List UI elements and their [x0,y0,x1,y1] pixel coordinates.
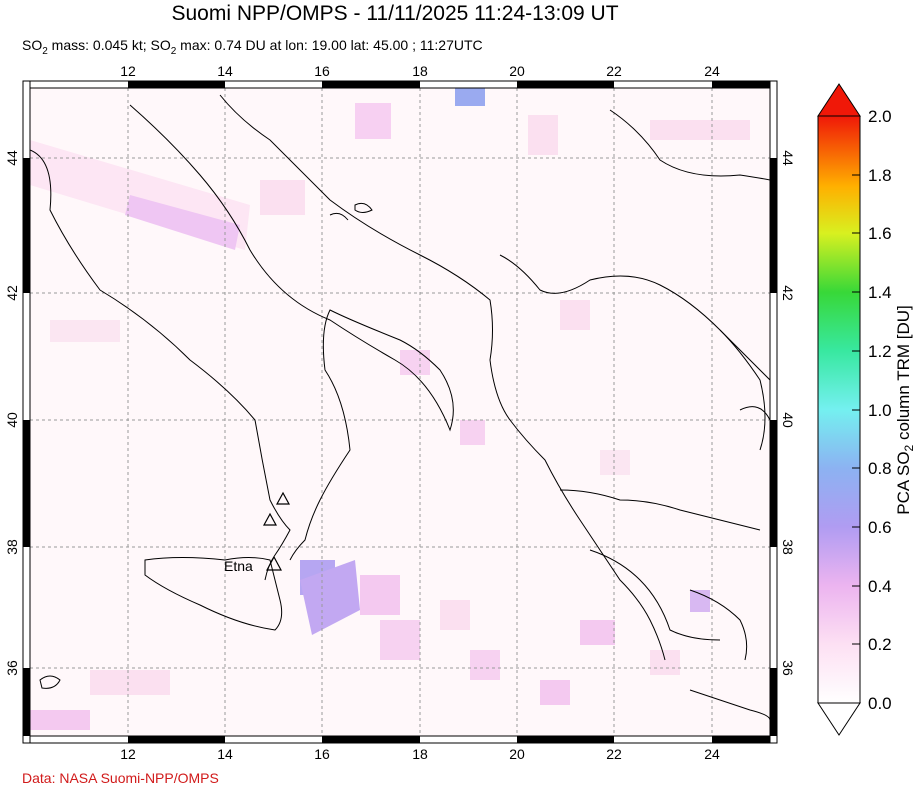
lon-tick: 14 [217,746,233,762]
lon-tick: 14 [217,63,233,79]
map-title: Suomi NPP/OMPS - 11/11/2025 11:24-13:09 … [171,2,619,25]
colorbar-tick: 1.6 [868,224,892,243]
lon-tick: 24 [704,746,720,762]
lon-tick: 18 [412,63,428,79]
lon-ticks-top: 12 14 16 18 20 22 24 [120,63,720,79]
colorbar-tick: 2.0 [868,107,892,126]
lat-tick: 40 [780,412,796,428]
graticule [30,88,770,736]
colorbar-max-arrow [817,83,861,117]
lon-tick: 22 [606,63,622,79]
data-credit: Data: NASA Suomi-NPP/OMPS [22,770,219,786]
colorbar-tick: 0.6 [868,518,892,537]
colorbar-label: PCA SO2 column TRM [DU] [894,305,916,515]
so2-pixels [30,88,750,730]
lon-tick: 24 [704,63,720,79]
colorbar-tick: 0.8 [868,459,892,478]
colorbar-min-arrow [817,702,861,736]
colorbar: 0.0 0.2 0.4 0.6 0.8 1.0 1.2 1.4 1.6 1.8 … [817,83,916,736]
colorbar-tick: 1.0 [868,401,892,420]
map-subtitle: SO2 mass: 0.045 kt; SO2 max: 0.74 DU at … [22,37,483,57]
lon-tick: 20 [509,746,525,762]
lat-ticks-left: 36 38 40 42 44 [4,150,20,676]
volcano-marker-etna [265,555,283,571]
lat-tick: 40 [4,412,20,428]
lon-tick: 12 [120,746,136,762]
lon-ticks-bottom: 12 14 16 18 20 22 24 [120,746,720,762]
colorbar-tick: 0.4 [868,577,892,596]
lat-tick: 38 [4,539,20,555]
colorbar-tick: 1.2 [868,342,892,361]
colorbar-tick: 0.0 [868,694,892,713]
lat-tick: 36 [780,660,796,676]
volcanoes: Etna [224,491,291,574]
lat-tick: 36 [4,660,20,676]
volcano-marker [275,491,291,505]
lon-tick: 22 [606,746,622,762]
lat-tick: 42 [780,285,796,301]
lat-tick: 44 [4,150,20,166]
lon-tick: 12 [120,63,136,79]
lat-tick: 42 [4,285,20,301]
colorbar-tick: 1.4 [868,283,892,302]
lon-tick: 16 [314,746,330,762]
map-frame [22,80,778,744]
lat-tick: 38 [780,539,796,555]
coastlines [30,94,770,721]
colorbar-tick: 1.8 [868,166,892,185]
lon-tick: 20 [509,63,525,79]
lon-tick: 16 [314,63,330,79]
lon-tick: 18 [412,746,428,762]
colorbar-tick: 0.2 [868,635,892,654]
lat-ticks-right: 36 38 40 42 44 [780,150,796,676]
volcano-marker [262,512,278,526]
lat-tick: 44 [780,150,796,166]
volcano-label-etna: Etna [224,558,253,574]
